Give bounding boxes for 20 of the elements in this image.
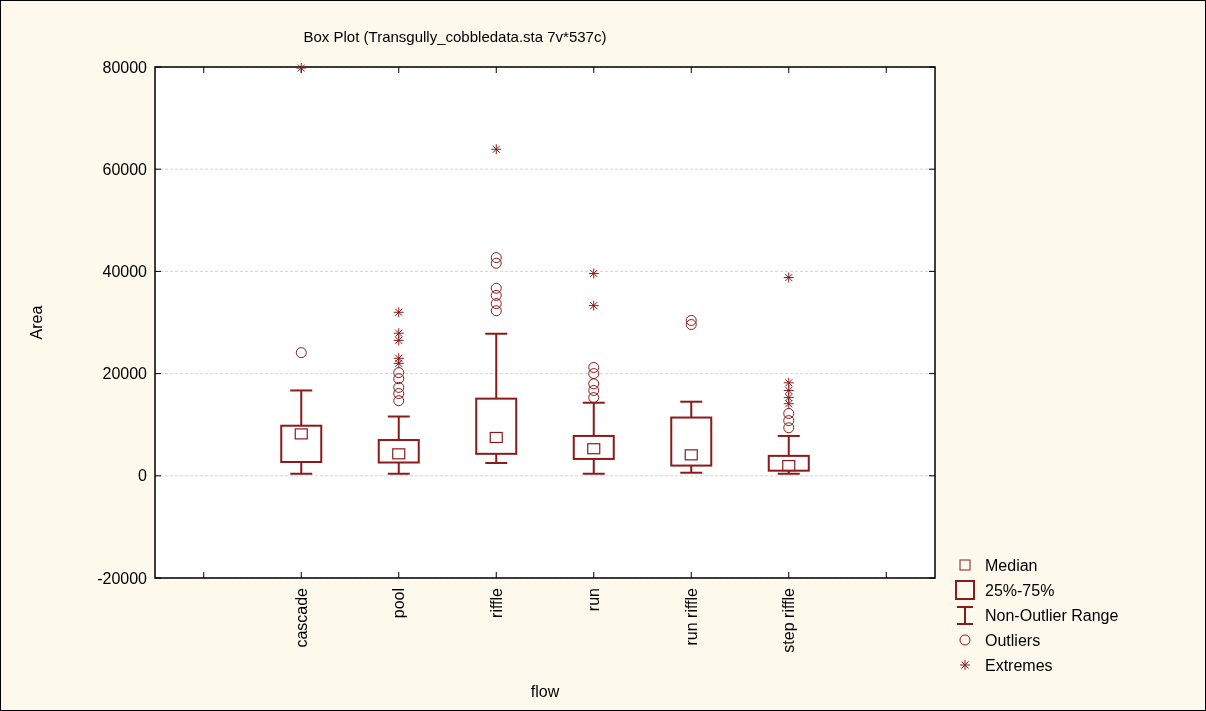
y-tick-label: 60000	[102, 160, 148, 178]
text: 25%-75%	[985, 581, 1055, 599]
x-tick-label: riffle	[487, 587, 505, 618]
y-axis-title: Area	[28, 305, 45, 340]
x-tick-label: run riffle	[682, 587, 700, 646]
x-tick-label: step riffle	[780, 587, 798, 653]
y-tick-label: 80000	[102, 58, 148, 76]
x-tick-label: pool	[390, 588, 408, 619]
y-tick-label: 40000	[102, 263, 148, 280]
x-tick-label: run	[585, 588, 603, 612]
y-tick-label: 0	[138, 467, 148, 485]
legend-label: Outliers	[985, 631, 1041, 649]
legend-label: Extremes	[985, 656, 1053, 674]
x-axis-title: flow	[530, 683, 560, 700]
x-tick-label: cascade	[292, 587, 310, 648]
chart-title: Box Plot (Transgully_cobbledata.sta 7v*537c)	[303, 28, 607, 45]
y-tick-label: -20000	[97, 569, 148, 587]
text: Median	[985, 556, 1038, 574]
y-tick-label: 20000	[102, 365, 148, 383]
text: Non-Outlier Range	[985, 606, 1119, 624]
